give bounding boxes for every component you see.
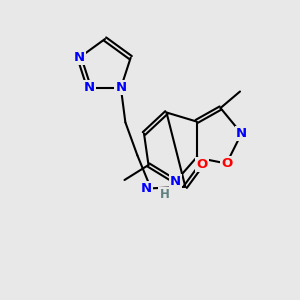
Text: O: O: [196, 158, 208, 171]
Text: N: N: [74, 51, 85, 64]
Text: O: O: [221, 157, 232, 170]
Text: N: N: [236, 127, 247, 140]
Text: N: N: [115, 81, 126, 94]
Text: N: N: [170, 175, 181, 188]
Text: H: H: [159, 188, 169, 201]
Text: N: N: [84, 81, 95, 94]
Text: N: N: [141, 182, 152, 195]
